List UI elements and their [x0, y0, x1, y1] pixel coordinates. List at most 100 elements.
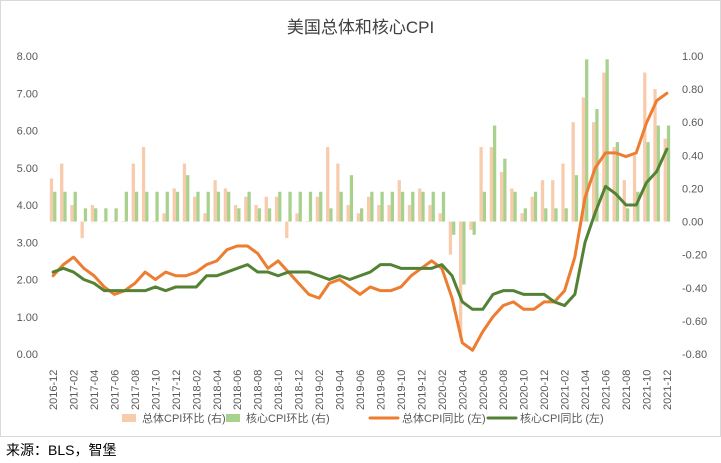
bar-core-mom — [124, 191, 128, 222]
legend-label: 总体CPI同比 (左) — [402, 411, 486, 425]
x-tick-label: 2017-10 — [150, 370, 162, 410]
bar-headline-mom — [479, 147, 483, 222]
bar-headline-mom — [612, 147, 616, 222]
bar-headline-mom — [90, 205, 95, 222]
y-left-tick-label: 6.00 — [17, 126, 38, 138]
bar-core-mom — [63, 191, 67, 222]
bar-headline-mom — [80, 221, 84, 239]
bar-core-mom — [73, 191, 77, 222]
bar-core-mom — [216, 191, 221, 222]
bar-headline-mom — [152, 221, 156, 223]
x-tick-label: 2020-12 — [539, 370, 551, 410]
bar-core-mom — [544, 208, 548, 222]
bar-core-mom — [114, 208, 118, 222]
x-tick-label: 2016-12 — [48, 370, 60, 410]
bar-headline-mom — [326, 147, 330, 222]
bar-core-mom — [523, 208, 527, 222]
bar-core-mom — [503, 158, 507, 222]
bar-headline-mom — [499, 171, 504, 222]
bar-core-mom — [83, 208, 88, 222]
legend-label: 核心CPI同比 (左) — [520, 411, 604, 425]
bar-core-mom — [513, 191, 517, 222]
bar-headline-mom — [203, 213, 207, 222]
x-tick-label: 2017-08 — [130, 370, 142, 410]
bar-headline-mom — [223, 188, 228, 222]
chart-title: 美国总体和核心CPI — [286, 18, 435, 37]
bar-headline-mom — [561, 163, 565, 222]
chart-svg: 0.00 1.00 2.00 3.00 4.00 5.00 6.00 7.00 8.00 -0.8… — [17, 51, 708, 425]
bar-core-mom — [656, 125, 660, 222]
bar-core-mom — [400, 191, 405, 222]
x-tick-label: 2019-10 — [396, 370, 408, 410]
x-tick-label: 2018-06 — [232, 370, 244, 410]
bar-headline-mom — [141, 147, 146, 222]
bar-core-mom — [104, 208, 108, 222]
bar-core-mom — [625, 208, 630, 222]
bar-headline-mom — [244, 196, 248, 222]
bar-headline-mom — [428, 205, 432, 222]
bar-core-mom — [431, 191, 435, 222]
bar-headline-mom — [551, 180, 555, 222]
x-tick-label: 2021-04 — [580, 370, 592, 410]
x-tick-label: 2020-02 — [437, 370, 449, 410]
y-left-tick-label: 7.00 — [17, 88, 38, 100]
x-tick-label: 2021-06 — [601, 370, 613, 410]
x-tick-label: 2019-02 — [314, 370, 326, 410]
bar-core-mom — [206, 191, 210, 222]
bar-headline-mom — [111, 221, 115, 223]
bar-headline-mom — [315, 196, 320, 222]
bar-core-mom — [227, 191, 231, 222]
x-tick-label: 2019-04 — [335, 370, 347, 410]
bar-core-mom — [257, 208, 261, 222]
bar-headline-mom — [489, 147, 493, 222]
y-right-tick-label: -0.60 — [682, 316, 707, 328]
bar-headline-mom — [520, 213, 524, 222]
x-tick-label: 2018-04 — [212, 370, 224, 410]
bar-core-mom — [308, 191, 313, 222]
bar-headline-mom — [295, 213, 299, 222]
bar-core-mom — [360, 208, 364, 222]
bar-core-mom — [574, 175, 579, 222]
y-right-tick-label: -0.80 — [682, 349, 707, 361]
y-right-tick-label: 1.00 — [682, 51, 703, 63]
y-left-tick-label: 1.00 — [17, 312, 38, 324]
bar-core-mom — [186, 175, 190, 222]
bar-headline-mom — [448, 221, 453, 255]
x-tick-label: 2017-06 — [109, 370, 121, 410]
y-left-tick-label: 5.00 — [17, 163, 38, 175]
bar-core-mom — [278, 191, 282, 222]
x-tick-label: 2020-06 — [478, 370, 490, 410]
bar-headline-mom — [438, 213, 442, 222]
bar-headline-mom — [387, 205, 391, 222]
bar-headline-mom — [377, 205, 381, 222]
y-right-tick-label: 0.40 — [682, 150, 703, 162]
x-tick-label: 2021-12 — [662, 370, 674, 410]
bar-headline-mom — [60, 163, 64, 222]
bar-core-mom — [247, 191, 251, 222]
x-tick-label: 2020-10 — [519, 370, 531, 410]
x-tick-label: 2021-02 — [560, 370, 572, 410]
x-tick-label: 2019-08 — [375, 370, 387, 410]
y-right-tick-label: -0.20 — [682, 250, 707, 262]
bar-core-mom — [462, 221, 466, 285]
bar-core-mom — [319, 191, 323, 222]
source-note: 来源：BLS，智堡 — [6, 442, 117, 458]
bar-core-mom — [329, 208, 333, 222]
bar-core-mom — [615, 142, 620, 222]
y-right-tick-label: 0.20 — [682, 183, 703, 195]
bar-core-mom — [155, 191, 159, 222]
bar-headline-mom — [540, 180, 545, 222]
bar-headline-mom — [264, 196, 268, 222]
x-tick-label: 2017-02 — [69, 370, 81, 410]
bar-headline-mom — [172, 188, 176, 222]
y-right-tick-label: 0.80 — [682, 84, 703, 96]
bar-headline-mom — [581, 97, 586, 222]
bar-headline-mom — [131, 163, 135, 222]
bar-headline-mom — [193, 196, 197, 222]
legend-swatch — [226, 414, 240, 422]
bar-headline-mom — [49, 178, 54, 222]
bar-core-mom — [288, 191, 292, 222]
bar-headline-mom — [182, 163, 187, 222]
bar-core-mom — [390, 191, 394, 222]
bar-headline-mom — [70, 205, 74, 222]
